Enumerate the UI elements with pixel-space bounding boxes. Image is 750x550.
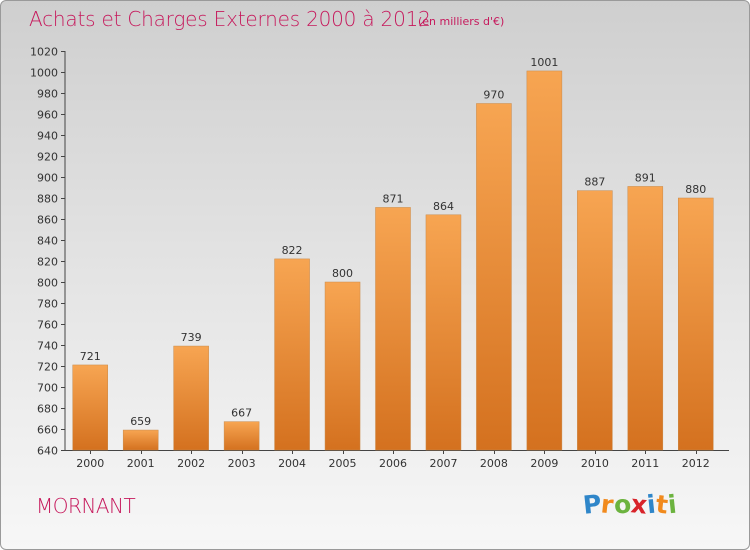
bars [72, 70, 714, 451]
data-label: 871 [383, 192, 404, 205]
y-tick-label: 660 [37, 424, 58, 437]
data-label: 887 [584, 176, 605, 189]
x-tick-label: 2006 [379, 457, 407, 470]
y-tick-label: 880 [37, 193, 58, 206]
y-tick-label: 1020 [30, 46, 58, 59]
data-label: 970 [483, 89, 504, 102]
y-tick-label: 720 [37, 361, 58, 374]
y-tick-label: 960 [37, 109, 58, 122]
y-tick-label: 840 [37, 235, 58, 248]
chart-title: Achats et Charges Externes 2000 à 2012 [29, 7, 431, 31]
y-tick-label: 680 [37, 403, 58, 416]
x-tick-label: 2003 [228, 457, 256, 470]
x-tick-label: 2011 [631, 457, 659, 470]
x-tick-label: 2004 [278, 457, 306, 470]
y-tick-label: 860 [37, 214, 58, 227]
bar [526, 70, 563, 451]
x-tick-label: 2001 [127, 457, 155, 470]
data-label: 800 [332, 267, 353, 280]
y-tick-label: 640 [37, 445, 58, 458]
bar [678, 197, 714, 451]
y-tick-label: 940 [37, 130, 58, 143]
data-label: 822 [282, 244, 303, 257]
x-axis: 2000 2001 2002 2003 2004 2005 2006 2007 2008 2009… [65, 450, 729, 470]
y-tick-label: 760 [37, 319, 58, 332]
bar [425, 214, 462, 451]
data-labels: 721 659 739 667 822 800 871 864 970 1001 887 891 880 [80, 56, 707, 428]
y-axis: 640 660 680 700 720 740 760 780 800 820 840 860 880 9… [30, 46, 66, 458]
bar [476, 103, 512, 451]
bar [274, 258, 310, 451]
x-tick-label: 2002 [177, 457, 205, 470]
x-tick-label: 2012 [682, 457, 710, 470]
proxiti-logo: Proxiti [582, 489, 678, 526]
x-tick-label: 2005 [329, 457, 357, 470]
y-tick-label: 700 [37, 382, 58, 395]
logo-letter: i [666, 489, 678, 520]
x-tick-label: 2000 [76, 457, 104, 470]
x-tick-label: 2008 [480, 457, 508, 470]
y-tick-label: 900 [37, 172, 58, 185]
y-tick-label: 980 [37, 88, 58, 101]
bar [223, 421, 260, 451]
data-label: 739 [181, 331, 202, 344]
bar [72, 364, 108, 451]
data-label: 667 [231, 407, 252, 420]
y-tick-label: 780 [37, 298, 58, 311]
data-label: 891 [635, 171, 656, 184]
x-tick-label: 2009 [530, 457, 558, 470]
bar [375, 207, 411, 451]
x-tick-label: 2010 [581, 457, 609, 470]
data-label: 721 [80, 350, 101, 363]
data-label: 864 [433, 200, 454, 213]
commune-name: MORNANT [36, 494, 136, 518]
data-label: 880 [685, 183, 706, 196]
bar [173, 345, 209, 451]
y-tick-label: 820 [37, 256, 58, 269]
data-label: 659 [130, 415, 151, 428]
chart-unit: (en milliers d'€) [418, 15, 505, 28]
x-tick-label: 2007 [429, 457, 457, 470]
y-tick-label: 1000 [30, 67, 58, 80]
bar [324, 281, 361, 451]
bar [627, 186, 664, 451]
y-tick-label: 740 [37, 340, 58, 353]
y-tick-label: 800 [37, 277, 58, 290]
bar [577, 190, 613, 451]
data-label: 1001 [530, 56, 558, 69]
y-tick-label: 920 [37, 151, 58, 164]
bar [122, 429, 159, 451]
